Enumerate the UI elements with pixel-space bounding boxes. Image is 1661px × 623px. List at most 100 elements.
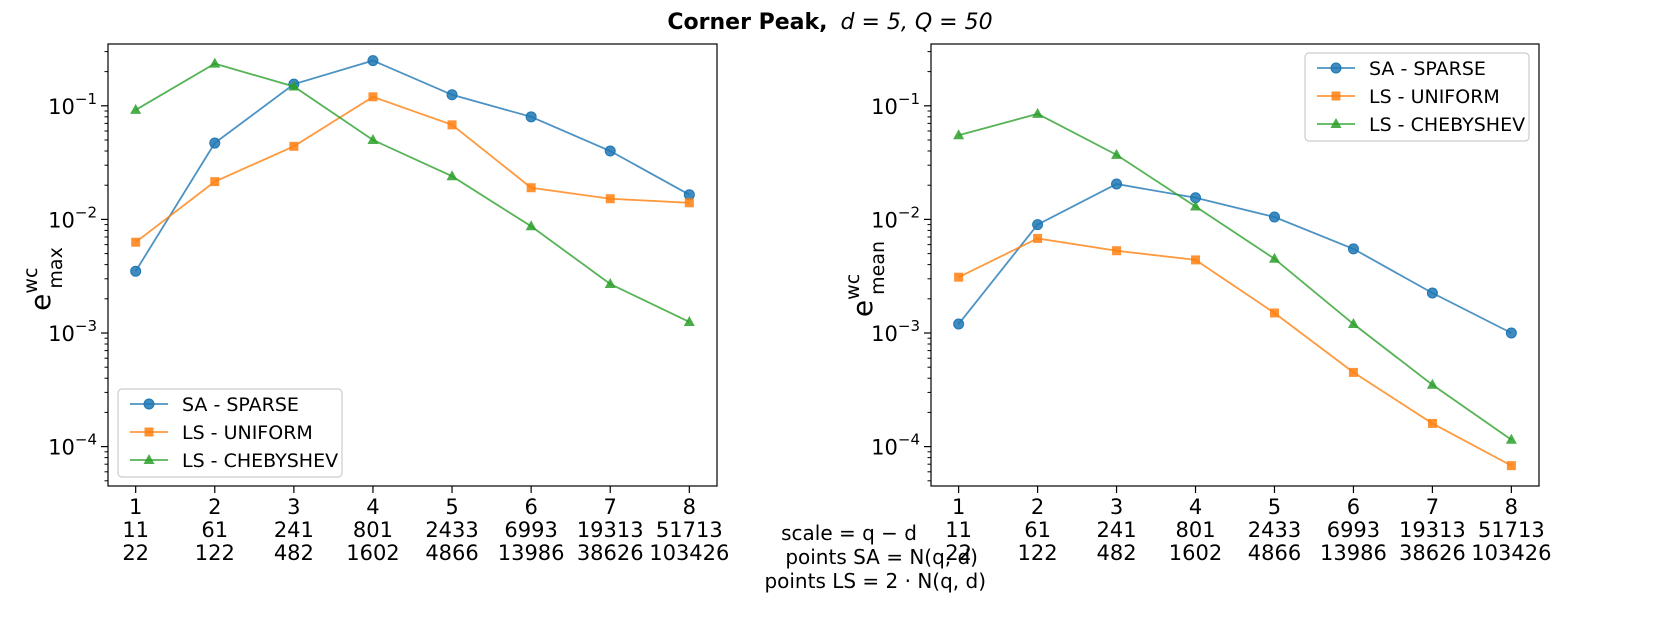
x-tick-label-scale: 4 <box>1189 495 1202 519</box>
data-point-uniform <box>1269 308 1279 318</box>
y-tick-label: 10−2 <box>871 203 920 232</box>
data-point-sa <box>1111 178 1123 190</box>
data-point-uniform <box>1348 367 1358 377</box>
x-tick-label-scale: 1 <box>952 495 965 519</box>
data-point-uniform <box>684 198 694 208</box>
legend-marker-chebyshev <box>143 454 155 464</box>
data-point-sa <box>1347 243 1359 255</box>
data-point-chebyshev <box>683 315 695 326</box>
data-point-sa <box>683 189 695 201</box>
x-tick-label-points-ls: 482 <box>274 541 314 565</box>
data-point-sa <box>1268 211 1280 223</box>
y-tick-label: 10−1 <box>48 90 97 119</box>
x-tick-label-points-ls: 38626 <box>1399 541 1466 565</box>
data-point-chebyshev <box>130 103 142 114</box>
data-point-sa <box>953 318 965 330</box>
data-point-chebyshev <box>1190 200 1202 211</box>
x-tick-label-points-sa: 51713 <box>1478 518 1545 542</box>
y-tick-label: 10−3 <box>871 317 920 346</box>
x-tick-label-scale: 6 <box>1347 495 1360 519</box>
x-tick-label-scale: 3 <box>287 495 300 519</box>
data-point-sa <box>209 137 221 149</box>
data-point-chebyshev <box>1505 433 1517 444</box>
title-math: d = 5, Q = 50 <box>840 10 992 35</box>
x-tick-label-points-ls: 38626 <box>577 541 644 565</box>
series-line-chebyshev <box>958 112 1512 441</box>
data-point-uniform <box>368 92 378 102</box>
x-tick-label-points-ls: 1602 <box>346 541 399 565</box>
data-point-sa <box>446 89 458 101</box>
x-tick-label-scale: 7 <box>604 495 617 519</box>
data-point-chebyshev <box>288 80 300 91</box>
legend-label-uniform: LS - UNIFORM <box>1369 86 1500 108</box>
x-tick-label-points-sa: 6993 <box>1327 518 1380 542</box>
x-tick-label-points-sa: 51713 <box>656 518 723 542</box>
y-tick-label: 10−2 <box>48 203 97 232</box>
x-tick-label-points-sa: 801 <box>353 518 393 542</box>
legend-label-chebyshev: LS - CHEBYSHEV <box>182 450 338 472</box>
data-point-uniform <box>1506 461 1516 471</box>
y-tick-label: 10−4 <box>48 431 97 460</box>
x-tick-label-points-sa: 6993 <box>504 518 557 542</box>
legend-box <box>117 388 343 478</box>
x-tick-label-points-sa: 19313 <box>1399 518 1466 542</box>
legend: SA - SPARSE LS - UNIFORM LS - CHEBYSHEV <box>117 388 343 478</box>
title-bold: Corner Peak, <box>667 10 827 35</box>
series-line-uniform <box>135 95 690 243</box>
x-tick-label-scale: 8 <box>1505 495 1518 519</box>
x-tick-label-scale: 5 <box>1268 495 1281 519</box>
legend-marker-chebyshev <box>1330 118 1342 128</box>
data-point-sa <box>367 55 379 67</box>
legend-marker-sa <box>143 398 155 410</box>
x-tick-label-points-ls: 13986 <box>498 541 565 565</box>
y-axis-label: ewc mean <box>842 241 889 317</box>
series-line-chebyshev <box>135 62 690 323</box>
data-point-uniform <box>131 237 141 247</box>
x-tick-label-scale: 8 <box>683 495 696 519</box>
data-point-chebyshev <box>604 278 616 289</box>
x-tick-label-points-ls: 4866 <box>1248 541 1301 565</box>
data-point-chebyshev <box>1032 107 1044 118</box>
x-tick-label-points-sa: 61 <box>1024 518 1051 542</box>
data-point-chebyshev <box>446 170 458 181</box>
x-tick-label-scale: 5 <box>445 495 458 519</box>
y-tick-label: 10−1 <box>871 90 920 119</box>
data-point-uniform <box>1112 246 1122 256</box>
x-tick-label-points-ls: 482 <box>1097 541 1137 565</box>
x-tick-label-scale: 7 <box>1426 495 1439 519</box>
x-tick-label-scale: 2 <box>1031 495 1044 519</box>
y-axis-label: ewc max <box>20 247 67 311</box>
x-tick-label-points-sa: 241 <box>1097 518 1137 542</box>
data-point-uniform <box>605 194 615 204</box>
x-tick-label-scale: 6 <box>524 495 537 519</box>
x-tick-label-points-ls: 22 <box>122 541 149 565</box>
legend-label-sa: SA - SPARSE <box>1369 58 1486 80</box>
data-point-uniform <box>210 177 220 187</box>
data-point-sa <box>130 265 142 277</box>
data-point-sa <box>1505 327 1517 339</box>
legend-marker-sa <box>1330 62 1342 74</box>
data-point-chebyshev <box>953 129 965 140</box>
x-tick-label-points-sa: 2433 <box>1248 518 1301 542</box>
data-point-uniform <box>1427 418 1437 428</box>
x-tick-label-points-ls: 103426 <box>649 541 729 565</box>
x-tick-label-points-ls: 122 <box>1018 541 1058 565</box>
legend-marker-uniform <box>144 427 154 437</box>
x-tick-label-scale: 4 <box>366 495 379 519</box>
chart-title: Corner Peak, d = 5, Q = 50 <box>667 10 992 35</box>
xlabel-scale: scale = q − d <box>781 521 917 545</box>
series-line-sa <box>957 183 1512 334</box>
data-point-uniform <box>1033 233 1043 243</box>
x-tick-label-points-sa: 19313 <box>577 518 644 542</box>
y-tick-label: 10−4 <box>871 431 920 460</box>
x-tick-label-points-ls: 1602 <box>1169 541 1222 565</box>
x-tick-label-points-sa: 241 <box>274 518 314 542</box>
data-point-uniform <box>526 183 536 193</box>
x-tick-label-points-sa: 11 <box>122 518 149 542</box>
legend-label-chebyshev: LS - CHEBYSHEV <box>1369 114 1525 136</box>
data-point-chebyshev <box>525 220 537 231</box>
data-point-chebyshev <box>1347 318 1359 329</box>
data-point-chebyshev <box>367 134 379 145</box>
x-tick-label-scale: 2 <box>208 495 221 519</box>
